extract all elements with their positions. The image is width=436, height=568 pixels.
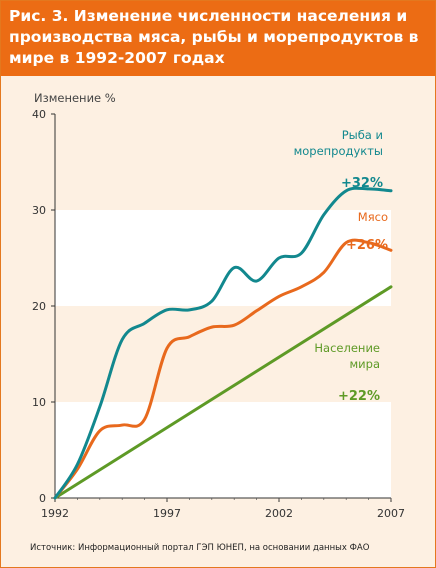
y-tick-label: 10 bbox=[32, 396, 46, 409]
series-label-fish: Рыба и bbox=[342, 128, 383, 142]
series-label-population: мира bbox=[350, 357, 381, 371]
series-change-population: +22% bbox=[338, 389, 380, 404]
figure-header: Рис. 3. Изменение численности населения … bbox=[1, 1, 435, 76]
x-tick-label: 1992 bbox=[41, 507, 69, 520]
series-label-fish: морепродукты bbox=[294, 144, 383, 158]
y-tick-label: 20 bbox=[32, 300, 46, 313]
grid-band bbox=[55, 402, 391, 498]
figure-title: Рис. 3. Изменение численности населения … bbox=[9, 7, 419, 67]
x-tick-label: 2007 bbox=[377, 507, 405, 520]
grid-band bbox=[55, 210, 391, 306]
x-tick-label: 2002 bbox=[265, 507, 293, 520]
series-line-meat bbox=[53, 238, 393, 500]
y-axis-label: Изменение % bbox=[34, 91, 116, 105]
series-label-meat: Мясо bbox=[358, 210, 388, 224]
series-label-population: Население bbox=[314, 341, 380, 355]
series-change-fish: +32% bbox=[341, 176, 383, 191]
series-change-meat: +26% bbox=[346, 238, 388, 253]
series-line-fish bbox=[53, 186, 393, 500]
y-tick-label: 40 bbox=[32, 108, 46, 121]
x-tick-label: 1997 bbox=[153, 507, 181, 520]
source-note: Источник: Информационный портал ГЭП ЮНЕП… bbox=[30, 543, 370, 553]
y-tick-label: 30 bbox=[32, 204, 46, 217]
y-tick-label: 0 bbox=[39, 492, 46, 505]
series-line-population bbox=[53, 285, 393, 500]
